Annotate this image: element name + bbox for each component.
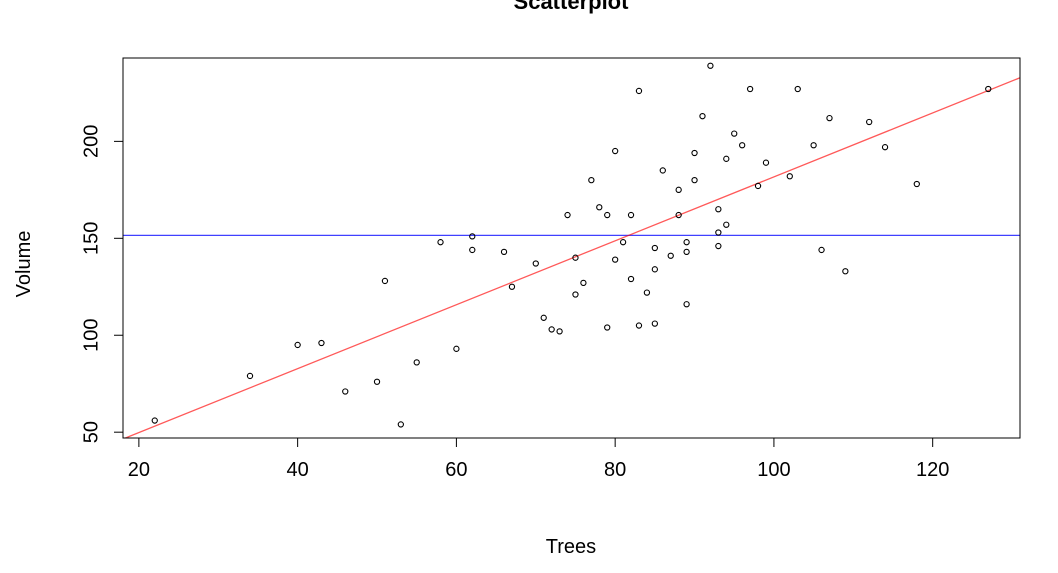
data-point [818,246,825,254]
y-tick-label: 50 [80,421,102,443]
data-point [373,378,381,385]
data-point [572,254,579,261]
data-point [683,248,690,256]
data-point [881,144,889,151]
data-point [786,173,793,180]
data-point [826,114,833,122]
data-point [691,176,698,184]
y-tick-label: 100 [80,319,102,352]
chart-title: Scatterplot [514,0,630,14]
data-point [532,260,539,267]
data-point [540,314,547,321]
y-axis-label: Volume [13,231,35,298]
regression-line [123,77,1020,438]
data-point [667,252,674,259]
x-tick-label: 120 [916,459,949,481]
data-point [731,130,738,137]
data-points [151,62,992,428]
data-point [746,85,754,93]
y-axis-ticks: 50 100 150 200 [80,125,123,443]
data-point [397,421,404,428]
data-point [866,118,873,126]
data-point [619,239,627,246]
data-point [675,211,682,219]
data-point [651,266,658,273]
data-point [508,283,516,290]
data-point [635,322,643,329]
data-point [469,246,476,254]
data-point [659,167,666,174]
data-point [635,87,643,95]
data-point [294,341,301,349]
data-point [651,244,658,252]
data-point [612,147,619,155]
data-point [675,186,682,193]
data-point [469,233,476,240]
data-point [683,239,690,246]
data-point [762,159,770,166]
data-point [715,242,722,250]
data-point [715,229,722,236]
x-tick-label: 60 [445,459,467,481]
data-point [588,176,595,184]
data-point [413,359,420,366]
data-point [548,326,555,333]
data-point [651,320,658,327]
x-axis-ticks: 20 40 60 80 100 120 [128,438,949,481]
data-point [381,277,389,285]
data-point [794,85,801,93]
data-point [739,142,746,149]
data-point [596,204,603,211]
x-axis-label: Trees [546,536,596,558]
data-point [842,268,849,275]
data-point [627,211,635,219]
data-point [699,113,706,120]
data-point [564,211,571,219]
data-point [754,182,762,190]
data-point [342,388,349,395]
x-tick-label: 20 [128,459,150,481]
y-tick-label: 200 [80,125,102,158]
x-tick-label: 80 [604,459,626,481]
data-point [707,62,714,69]
x-tick-label: 100 [757,459,790,481]
data-point [437,239,444,246]
data-point [691,149,698,157]
data-point [723,155,730,162]
data-point [556,328,563,335]
data-point [715,206,722,213]
data-point [580,279,587,287]
data-point [723,221,730,228]
data-point [151,417,158,424]
x-tick-label: 40 [287,459,309,481]
data-point [643,289,651,296]
data-point [913,180,920,188]
data-point [318,339,325,347]
data-point [246,372,254,380]
data-point [604,211,611,219]
data-point [500,248,508,256]
data-point [453,345,460,352]
data-point [810,142,817,149]
data-point [604,324,611,331]
data-point [572,291,579,298]
y-tick-label: 150 [80,222,102,255]
data-point [985,85,992,93]
data-point [627,275,635,283]
data-point [683,301,690,308]
reference-lines [123,77,1020,438]
plot-frame [122,57,1021,439]
data-point [612,256,619,263]
